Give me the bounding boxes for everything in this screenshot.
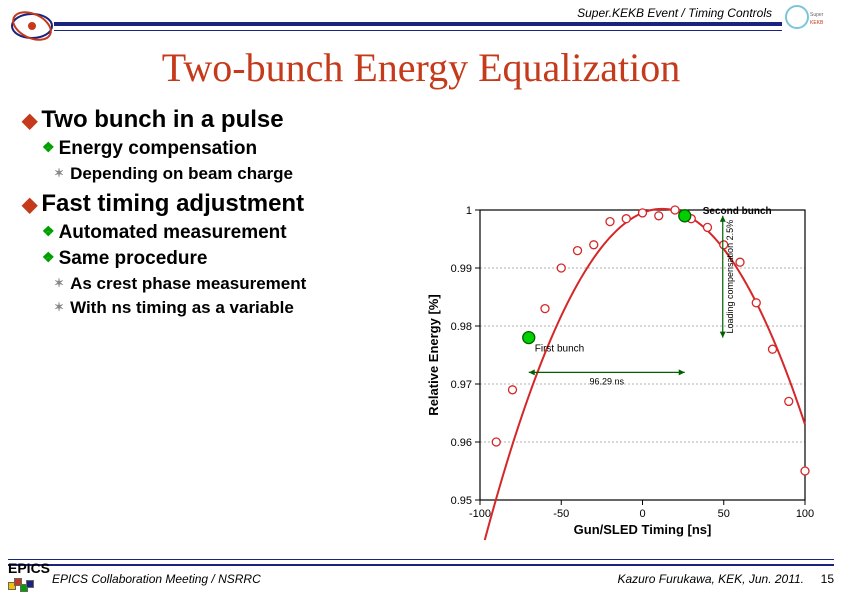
svg-text:0.96: 0.96	[451, 437, 472, 449]
svg-text:KEKB: KEKB	[810, 20, 824, 26]
top-rule-thick	[12, 22, 830, 26]
bullet-l3-2: ✶ As crest phase measurement	[54, 274, 402, 294]
logo-left	[10, 4, 54, 48]
bullet-l2-2: ❖Automated measurement	[42, 222, 402, 244]
svg-text:0.98: 0.98	[451, 321, 472, 333]
svg-text:-100: -100	[469, 508, 491, 520]
slide: Super.KEKB Event / Timing Controls Super…	[0, 0, 842, 596]
bullet-l2-3-text: Same procedure	[59, 248, 208, 269]
svg-text:0: 0	[639, 508, 645, 520]
svg-text:-50: -50	[553, 508, 569, 520]
sparkle-icon: ❖	[42, 249, 55, 265]
footer-left: EPICS Collaboration Meeting / NSRRC	[52, 572, 261, 586]
epics-logo: EPICS	[8, 560, 50, 576]
bullet-l2-1-text: Energy compensation	[59, 138, 258, 159]
svg-text:100: 100	[796, 508, 814, 520]
star-icon: ✶	[54, 300, 64, 314]
bullet-content: ◆Two bunch in a pulse ❖Energy compensati…	[22, 100, 402, 322]
header-context: Super.KEKB Event / Timing Controls	[577, 6, 772, 20]
svg-text:50: 50	[718, 508, 730, 520]
bullet-l1-2-text: Fast timing adjustment	[41, 190, 304, 217]
svg-text:Super: Super	[810, 12, 824, 18]
svg-text:0.97: 0.97	[451, 379, 472, 391]
bullet-l3-1-text: Depending on beam charge	[70, 164, 293, 183]
svg-text:Second bunch: Second bunch	[703, 206, 772, 217]
energy-chart: -100 -50 0 50 100 0.95 0.96 0.97 0.98 0.99 1 Gun/SL…	[420, 200, 820, 540]
epics-squares-icon	[8, 578, 48, 594]
svg-text:Gun/SLED Timing [ns]: Gun/SLED Timing [ns]	[574, 522, 712, 537]
bullet-l3-3: ✶ With ns timing as a variable	[54, 298, 402, 318]
svg-text:Relative Energy [%]: Relative Energy [%]	[426, 294, 441, 415]
bullet-l1-2: ◆Fast timing adjustment	[22, 190, 402, 218]
svg-text:First bunch: First bunch	[535, 344, 584, 355]
bullet-l3-2-text: As crest phase measurement	[70, 274, 306, 293]
bullet-l1-1: ◆Two bunch in a pulse	[22, 106, 402, 134]
bullet-l1-1-text: Two bunch in a pulse	[41, 106, 283, 133]
footer-right: Kazuro Furukawa, KEK, Jun. 2011.	[617, 572, 804, 586]
svg-text:Loading compensation 2.5%: Loading compensation 2.5%	[725, 220, 735, 334]
page-number: 15	[821, 572, 834, 586]
svg-text:1: 1	[466, 205, 472, 217]
bullet-l2-3: ❖Same procedure	[42, 248, 402, 270]
slide-title: Two-bunch Energy Equalization	[0, 44, 842, 91]
bottom-rule-thick	[8, 564, 834, 566]
bullet-l3-3-text: With ns timing as a variable	[70, 298, 294, 317]
bullet-l2-2-text: Automated measurement	[59, 222, 287, 243]
svg-text:0.99: 0.99	[451, 263, 472, 275]
star-icon: ✶	[54, 166, 64, 180]
bottom-rule-thin	[8, 559, 834, 560]
sparkle-icon: ❖	[42, 223, 55, 239]
logo-right: Super KEKB	[782, 2, 832, 32]
star-icon: ✶	[54, 276, 64, 290]
diamond-icon: ◆	[22, 194, 37, 216]
bullet-l2-1: ❖Energy compensation	[42, 138, 402, 160]
svg-text:96.29 ns: 96.29 ns	[589, 376, 624, 386]
bullet-l3-1: ✶ Depending on beam charge	[54, 164, 402, 184]
diamond-icon: ◆	[22, 110, 37, 132]
top-rule-thin	[12, 30, 830, 31]
svg-text:0.95: 0.95	[451, 495, 472, 507]
sparkle-icon: ❖	[42, 139, 55, 155]
